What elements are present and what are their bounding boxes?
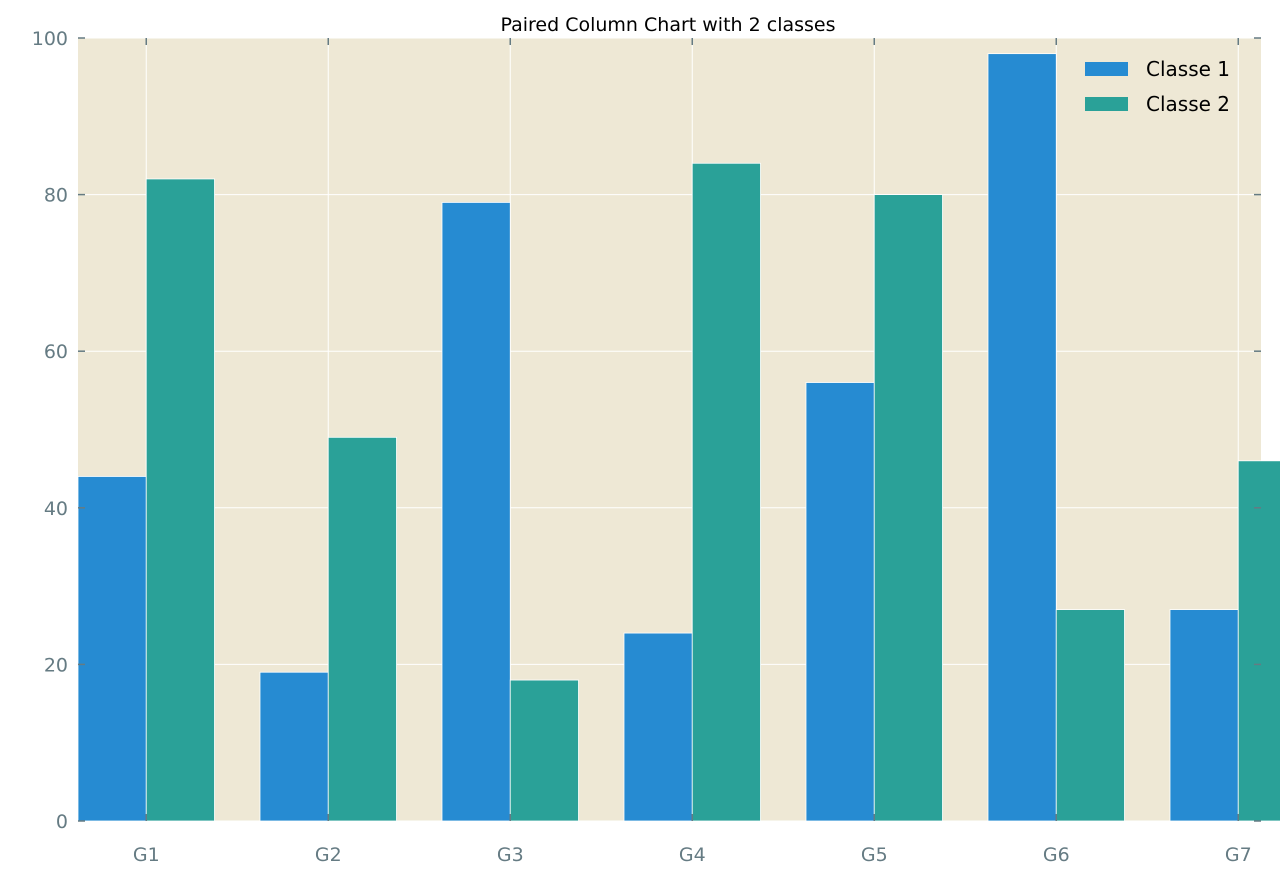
legend-label: Classe 1 [1146, 57, 1230, 81]
bar-classe-1-g4 [623, 632, 693, 822]
bar-classe-1-g2 [259, 671, 329, 822]
x-tick-label: G3 [497, 844, 524, 866]
y-tick-label: 60 [44, 341, 68, 363]
y-tick-label: 0 [56, 811, 68, 833]
bar-classe-2-g2 [327, 436, 397, 822]
x-tick-label: G6 [1043, 844, 1070, 866]
legend-swatch [1085, 97, 1128, 111]
y-tick-label: 100 [32, 28, 68, 50]
x-tick-label: G7 [1225, 844, 1252, 866]
y-tick-label: 20 [44, 654, 68, 676]
legend-swatch [1085, 62, 1128, 76]
x-tick-label: G4 [679, 844, 706, 866]
bar-classe-2-g5 [873, 194, 943, 822]
x-tick-label: G1 [133, 844, 160, 866]
legend: Classe 1 Classe 2 [1085, 57, 1230, 116]
bar-classe-1-g3 [441, 202, 511, 822]
axes: 0 20 40 60 80 100 G1 G2 G3 G4 G5 G6 G7 [32, 28, 1261, 866]
x-tick-label: G5 [861, 844, 888, 866]
bar-classe-1-g5 [805, 382, 875, 822]
bar-classe-2-g7 [1237, 460, 1280, 822]
chart-title: Paired Column Chart with 2 classes [501, 14, 836, 36]
bar-classe-1-g6 [987, 53, 1057, 822]
bar-classe-2-g1 [145, 178, 215, 822]
bar-classe-1-g1 [77, 476, 147, 822]
y-tick-label: 80 [44, 185, 68, 207]
bar-classe-2-g4 [691, 162, 761, 822]
bars [77, 53, 1280, 822]
x-tick-label: G2 [315, 844, 342, 866]
y-tick-label: 40 [44, 498, 68, 520]
bar-classe-1-g7 [1169, 609, 1239, 822]
bar-classe-2-g6 [1055, 609, 1125, 822]
bar-classe-2-g3 [509, 679, 579, 822]
legend-label: Classe 2 [1146, 92, 1230, 116]
